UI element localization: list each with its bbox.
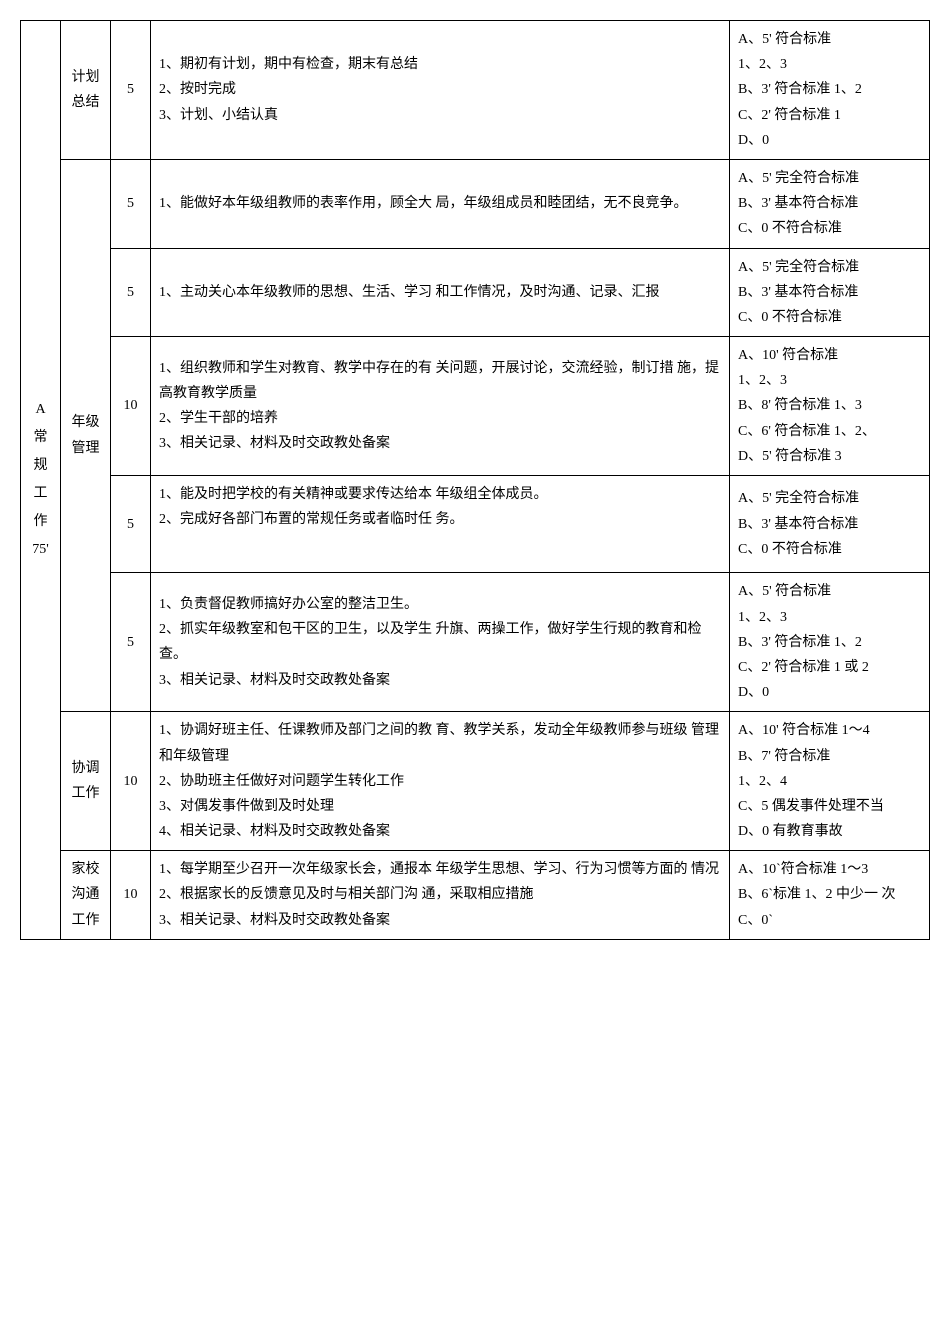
score-value: 5 <box>127 196 134 211</box>
category-label: A 常 规 工 作 75' <box>32 402 49 557</box>
subcategory-cell: 计划 总结 <box>61 21 111 160</box>
content-cell: 1、期初有计划，期中有检查，期末有总结2、按时完成3、计划、小结认真 <box>151 21 730 160</box>
score-cell: 5 <box>111 573 151 712</box>
score-cell: 5 <box>111 159 151 248</box>
content-cell: 1、协调好班主任、任课教师及部门之间的教 育、教学关系，发动全年级教师参与班级 … <box>151 712 730 851</box>
criteria-cell: A、10' 符合标准 1～4B、7' 符合标准1、2、4C、5 偶发事件处理不当… <box>730 712 930 851</box>
content-text: 1、主动关心本年级教师的思想、生活、学习 和工作情况，及时沟通、记录、汇报 <box>159 285 660 300</box>
content-text: 1、期初有计划，期中有检查，期末有总结2、按时完成3、计划、小结认真 <box>159 52 721 128</box>
criteria-cell: A、5' 完全符合标准B、3' 基本符合标准C、0 不符合标准 <box>730 159 930 248</box>
content-text: 1、能及时把学校的有关精神或要求传达给本 年级组全体成员。2、完成好各部门布置的… <box>159 482 721 532</box>
content-text: 1、组织教师和学生对教育、教学中存在的有 关问题，开展讨论，交流经验，制订措 施… <box>159 356 721 457</box>
criteria-text: A、10' 符合标准1、2、3B、8' 符合标准 1、3C、6' 符合标准 1、… <box>738 343 921 469</box>
table-row: 年级 管理 5 1、能做好本年级组教师的表率作用，顾全大 局，年级组成员和睦团结… <box>21 159 930 248</box>
score-cell: 5 <box>111 476 151 573</box>
content-text: 1、负责督促教师搞好办公室的整洁卫生。2、抓实年级教室和包干区的卫生，以及学生 … <box>159 592 721 693</box>
table-row: A 常 规 工 作 75' 计划 总结 5 1、期初有计划，期中有检查，期末有总… <box>21 21 930 160</box>
subcategory-label: 家校 沟通 工作 <box>72 862 100 927</box>
score-value: 10 <box>124 774 138 789</box>
score-cell: 10 <box>111 851 151 940</box>
content-cell: 1、主动关心本年级教师的思想、生活、学习 和工作情况，及时沟通、记录、汇报 <box>151 248 730 337</box>
criteria-text: A、5' 完全符合标准B、3' 基本符合标准C、0 不符合标准 <box>738 166 921 242</box>
content-cell: 1、能及时把学校的有关精神或要求传达给本 年级组全体成员。2、完成好各部门布置的… <box>151 476 730 573</box>
content-text: 1、能做好本年级组教师的表率作用，顾全大 局，年级组成员和睦团结，无不良竞争。 <box>159 196 688 211</box>
criteria-cell: A、5' 完全符合标准B、3' 基本符合标准C、0 不符合标准 <box>730 248 930 337</box>
content-cell: 1、负责督促教师搞好办公室的整洁卫生。2、抓实年级教室和包干区的卫生，以及学生 … <box>151 573 730 712</box>
content-cell: 1、能做好本年级组教师的表率作用，顾全大 局，年级组成员和睦团结，无不良竞争。 <box>151 159 730 248</box>
score-value: 5 <box>127 635 134 650</box>
criteria-text: A、5' 完全符合标准B、3' 基本符合标准C、0 不符合标准 <box>738 255 921 331</box>
score-cell: 10 <box>111 712 151 851</box>
score-cell: 10 <box>111 337 151 476</box>
criteria-cell: A、10`符合标准 1～3B、6`标准 1、2 中少一 次C、0` <box>730 851 930 940</box>
subcategory-label: 计划 总结 <box>72 70 100 110</box>
score-value: 5 <box>127 517 134 532</box>
criteria-text: A、5' 符合标准1、2、3B、3' 符合标准 1、2C、2' 符合标准 1D、… <box>738 27 921 153</box>
criteria-cell: A、10' 符合标准1、2、3B、8' 符合标准 1、3C、6' 符合标准 1、… <box>730 337 930 476</box>
score-cell: 5 <box>111 21 151 160</box>
subcategory-cell: 协调 工作 <box>61 712 111 851</box>
subcategory-label: 年级 管理 <box>72 415 100 455</box>
score-value: 5 <box>127 82 134 97</box>
subcategory-cell: 年级 管理 <box>61 159 111 711</box>
subcategory-cell: 家校 沟通 工作 <box>61 851 111 940</box>
score-cell: 5 <box>111 248 151 337</box>
content-text: 1、协调好班主任、任课教师及部门之间的教 育、教学关系，发动全年级教师参与班级 … <box>159 718 721 844</box>
table-row: 5 1、主动关心本年级教师的思想、生活、学习 和工作情况，及时沟通、记录、汇报 … <box>21 248 930 337</box>
criteria-text: A、10' 符合标准 1～4B、7' 符合标准1、2、4C、5 偶发事件处理不当… <box>738 718 921 844</box>
table-row: 5 1、负责督促教师搞好办公室的整洁卫生。2、抓实年级教室和包干区的卫生，以及学… <box>21 573 930 712</box>
table-row: 家校 沟通 工作 10 1、每学期至少召开一次年级家长会，通报本 年级学生思想、… <box>21 851 930 940</box>
criteria-text: A、5' 符合标准1、2、3B、3' 符合标准 1、2C、2' 符合标准 1 或… <box>738 579 921 705</box>
content-cell: 1、每学期至少召开一次年级家长会，通报本 年级学生思想、学习、行为习惯等方面的 … <box>151 851 730 940</box>
score-value: 10 <box>124 887 138 902</box>
table-row: 10 1、组织教师和学生对教育、教学中存在的有 关问题，开展讨论，交流经验，制订… <box>21 337 930 476</box>
table-row: 协调 工作 10 1、协调好班主任、任课教师及部门之间的教 育、教学关系，发动全… <box>21 712 930 851</box>
category-cell: A 常 规 工 作 75' <box>21 21 61 940</box>
criteria-cell: A、5' 完全符合标准B、3' 基本符合标准C、0 不符合标准 <box>730 476 930 573</box>
criteria-text: A、5' 完全符合标准B、3' 基本符合标准C、0 不符合标准 <box>738 486 921 562</box>
subcategory-label: 协调 工作 <box>72 761 100 801</box>
content-text: 1、每学期至少召开一次年级家长会，通报本 年级学生思想、学习、行为习惯等方面的 … <box>159 857 721 933</box>
score-value: 5 <box>127 285 134 300</box>
criteria-cell: A、5' 符合标准1、2、3B、3' 符合标准 1、2C、2' 符合标准 1 或… <box>730 573 930 712</box>
evaluation-table: A 常 规 工 作 75' 计划 总结 5 1、期初有计划，期中有检查，期末有总… <box>20 20 930 940</box>
criteria-cell: A、5' 符合标准1、2、3B、3' 符合标准 1、2C、2' 符合标准 1D、… <box>730 21 930 160</box>
criteria-text: A、10`符合标准 1～3B、6`标准 1、2 中少一 次C、0` <box>738 857 921 933</box>
score-value: 10 <box>124 398 138 413</box>
table-row: 5 1、能及时把学校的有关精神或要求传达给本 年级组全体成员。2、完成好各部门布… <box>21 476 930 573</box>
content-cell: 1、组织教师和学生对教育、教学中存在的有 关问题，开展讨论，交流经验，制订措 施… <box>151 337 730 476</box>
